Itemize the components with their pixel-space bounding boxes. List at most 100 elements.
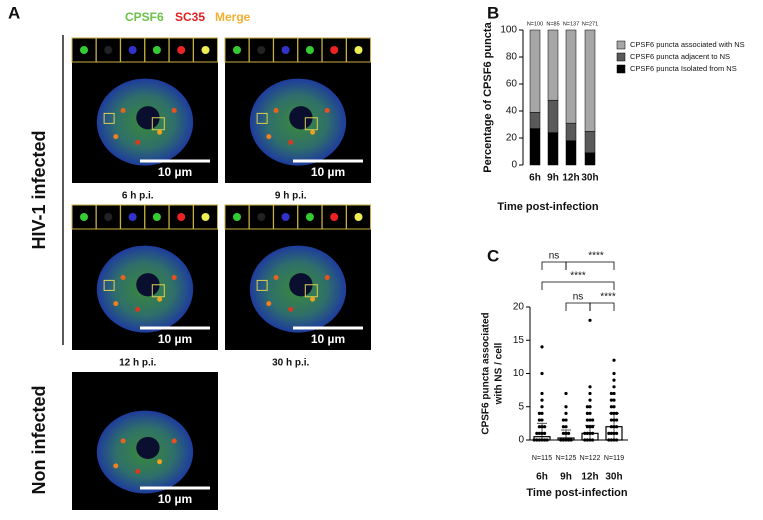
dot: [540, 345, 544, 349]
dot: [545, 438, 549, 442]
dot: [612, 378, 616, 382]
inset-dot: [281, 46, 290, 54]
dot: [561, 425, 566, 429]
x-tick-label: 30h: [581, 173, 598, 184]
bar-segment: [529, 29, 541, 113]
y-tick-label: 100: [500, 25, 517, 36]
dot: [532, 438, 536, 442]
dot: [588, 431, 592, 435]
bar-segment: [565, 140, 577, 166]
dot: [612, 391, 616, 396]
x-tick-label: 9h: [560, 472, 572, 483]
dot: [591, 425, 595, 429]
dot: [591, 418, 595, 422]
dot: [588, 418, 592, 422]
speckle: [113, 301, 119, 307]
dot: [588, 438, 592, 442]
nucleolus: [289, 106, 313, 130]
significance-bracket: [565, 302, 591, 311]
dot: [607, 431, 611, 435]
speckle: [288, 306, 294, 312]
dot: [591, 431, 595, 435]
dot: [537, 425, 542, 429]
inset: [144, 204, 170, 230]
bar-segment: [529, 128, 541, 166]
significance-bracket: [541, 261, 567, 270]
speckle: [135, 139, 141, 145]
x-tick-label: 30h: [605, 472, 622, 483]
dot: [540, 431, 544, 435]
dot: [588, 318, 592, 322]
n-label: N=137: [563, 21, 579, 27]
dot: [559, 438, 563, 442]
dot: [588, 405, 592, 409]
significance-label: ns: [573, 292, 584, 303]
dot: [588, 385, 592, 389]
speckle: [171, 108, 177, 113]
channel-label: SC35: [175, 10, 205, 24]
roi-box: [151, 284, 165, 298]
dot: [609, 418, 614, 422]
bar-segment: [547, 29, 559, 101]
n-label: N=122: [580, 455, 601, 462]
bar-segment: [529, 112, 541, 129]
inset-dot: [177, 213, 186, 221]
dot: [612, 438, 616, 442]
inset-dot: [80, 213, 88, 221]
inset-dot: [201, 46, 210, 54]
dot: [612, 411, 616, 415]
y-axis-label: CPSF6 puncta associated: [481, 312, 492, 434]
legend-label: CPSF6 puncta adjacent to NS: [630, 52, 730, 61]
n-label: N=100: [527, 21, 543, 27]
inset-dot: [233, 213, 241, 221]
n-label: N=115: [532, 455, 552, 462]
speckle: [135, 306, 141, 312]
dot: [615, 418, 619, 422]
inset-dot: [128, 46, 137, 54]
speckle: [288, 139, 294, 145]
dot: [543, 425, 547, 429]
dot: [609, 411, 614, 415]
panel-label: B: [487, 3, 499, 22]
dot: [607, 438, 611, 442]
scale-label: 10 µm: [311, 165, 345, 179]
x-tick-label: 12h: [581, 472, 598, 483]
n-label: N=119: [604, 455, 624, 462]
speckle: [113, 463, 119, 469]
dot: [564, 425, 568, 429]
scale-label: 10 µm: [311, 332, 345, 346]
nucleolus: [136, 273, 160, 297]
speckle: [135, 468, 141, 474]
speckle: [113, 134, 119, 140]
significance-label: ****: [600, 292, 616, 303]
bar-segment: [584, 152, 596, 166]
inset-dot: [177, 46, 186, 54]
speckle: [120, 438, 126, 444]
inset-dot: [233, 46, 241, 54]
inset-dot: [80, 46, 88, 54]
y-tick-label: 20: [506, 133, 518, 144]
speckle: [157, 129, 163, 135]
dot: [561, 438, 566, 442]
speckle: [324, 275, 330, 280]
dot: [564, 391, 568, 396]
n-label: N=85: [546, 21, 559, 27]
dot: [612, 398, 616, 402]
x-axis-label: Time post-infection: [497, 201, 599, 213]
dot: [585, 425, 590, 429]
dot: [609, 405, 614, 409]
inset-dot: [354, 46, 363, 54]
y-axis-label: Percentage of CPSF6 puncta: [482, 21, 494, 172]
row-label: HIV-1 infected: [29, 130, 49, 249]
dot: [588, 425, 592, 429]
dot: [564, 405, 568, 409]
dot: [615, 411, 619, 415]
y-tick-label: 60: [506, 79, 518, 90]
bar-segment: [547, 99, 559, 133]
dot: [612, 358, 616, 362]
caption: 6 h p.i.: [122, 191, 154, 202]
y-tick-label: 0: [511, 160, 517, 171]
x-axis-label: Time post-infection: [526, 487, 628, 499]
dot: [588, 398, 592, 402]
dot: [537, 438, 542, 442]
